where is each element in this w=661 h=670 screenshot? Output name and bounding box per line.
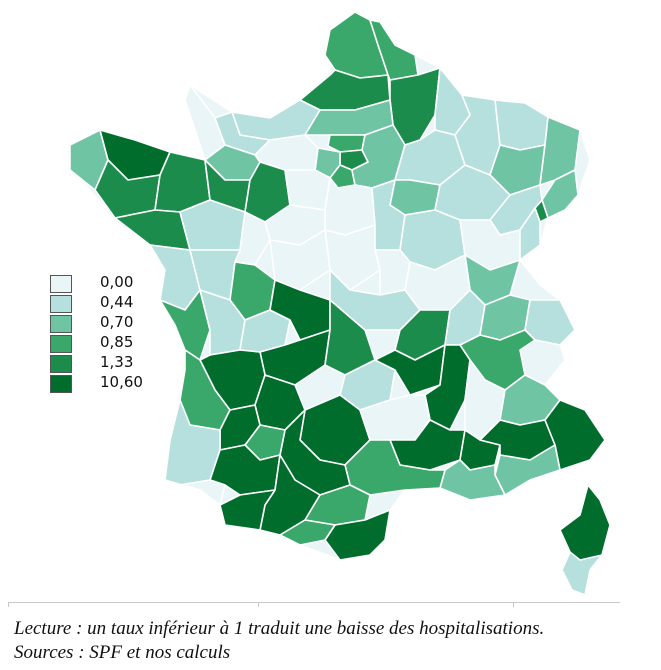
dept-moselle	[494, 99, 549, 151]
legend-swatch	[50, 275, 72, 293]
dept-charente-maritime	[159, 289, 211, 361]
legend-swatch	[50, 355, 72, 373]
legend-label: 0,85	[100, 333, 134, 351]
dept-pyrenees-orientales	[324, 509, 391, 561]
legend-label: 0,44	[100, 293, 134, 311]
caption-lecture: Lecture : un taux inférieur à 1 traduit …	[14, 618, 545, 639]
dept-doubs	[519, 207, 541, 261]
legend-label: 1,33	[100, 353, 134, 371]
legend-label: 10,60	[100, 373, 143, 391]
legend-label: 0,70	[100, 313, 134, 331]
dept-loiret	[324, 177, 376, 236]
corsica-haute-corse	[559, 484, 611, 561]
legend-swatch	[50, 315, 72, 333]
dept-pyrenees-atlantiques	[164, 479, 226, 506]
choropleth-map: 0,00 0,44 0,70 0,85 1,33 10,60	[50, 11, 611, 596]
dept-eure-et-loir	[284, 169, 331, 211]
caption-sources: Sources : SPF et nos calculs	[14, 642, 231, 663]
axis-tick	[8, 602, 9, 607]
legend-swatch	[50, 335, 72, 353]
dept-loire-atlantique	[114, 209, 191, 251]
bottom-axis-line	[8, 602, 620, 603]
legend-swatch	[50, 375, 72, 393]
axis-tick	[258, 602, 259, 607]
legend-swatch	[50, 295, 72, 313]
legend-label: 0,00	[100, 273, 134, 291]
axis-tick	[513, 602, 514, 607]
dept-ariege	[279, 519, 336, 546]
france-map	[69, 11, 611, 596]
